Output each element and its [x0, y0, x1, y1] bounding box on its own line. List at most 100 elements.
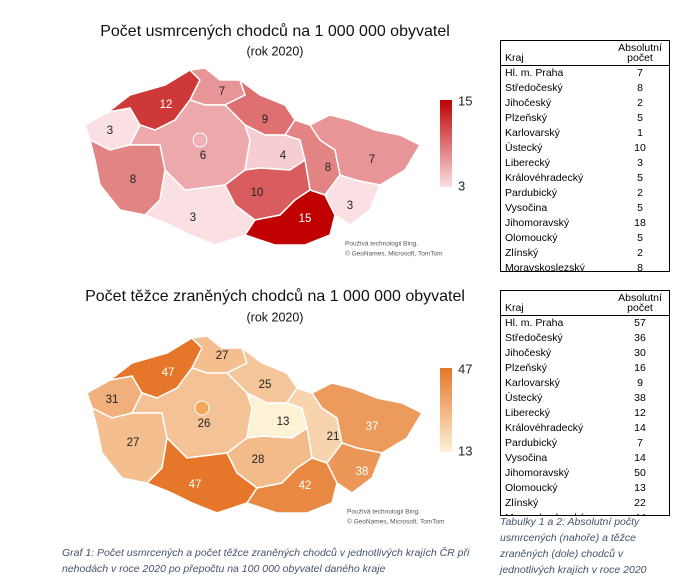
map-credit: Používá technologii Bing. [345, 241, 418, 248]
region-value: 13 [277, 416, 290, 428]
count-cell: 22 [634, 497, 646, 509]
row: Moravskoslezský 8 [501, 261, 669, 272]
row: Ústecký 10 [501, 141, 669, 156]
region-cell: Olomoucký [505, 482, 558, 494]
legend-bar [440, 368, 452, 452]
region-cell: Královéhradecký [505, 172, 584, 184]
region-value: 4 [280, 150, 287, 162]
region-cell: Zlínský [505, 247, 539, 259]
region-cell: Jihočeský [505, 347, 552, 359]
row: Hl. m. Praha 7 [501, 66, 669, 82]
row: Královéhradecký 14 [501, 421, 669, 436]
count-cell: 10 [634, 142, 646, 154]
region [88, 138, 166, 216]
count-cell: 14 [634, 422, 646, 434]
row: Středočeský 36 [501, 331, 669, 346]
region-value: 31 [106, 394, 119, 406]
region-cell: Královéhradecký [505, 422, 584, 434]
region-value: 15 [299, 213, 312, 225]
region-cell: Moravskoslezský [501, 511, 611, 515]
table-1: Kraj Absolutní počet Hl. m. Praha 7 Středoče… [500, 40, 670, 272]
region-praha [192, 132, 208, 148]
region-cell: Karlovarský [505, 377, 560, 389]
region [324, 174, 382, 226]
count-cell: 18 [634, 217, 646, 229]
row: Vysočina 5 [501, 201, 669, 216]
row: Jihočeský 30 [501, 346, 669, 361]
count-cell: 5 [637, 172, 643, 184]
region [308, 114, 422, 186]
region-value: 27 [216, 350, 229, 362]
region-value: 27 [127, 437, 140, 449]
region-cell: Jihočeský [505, 97, 552, 109]
region-cell: Pardubický [505, 437, 557, 449]
tables-caption: Tabulky 1 a 2: Absolutní počty usmrcenýc… [500, 516, 647, 576]
legend-max: 15 [458, 93, 472, 108]
region-value: 26 [198, 418, 211, 430]
row: Královéhradecký 5 [501, 171, 669, 186]
row: Hl. m. Praha 57 [501, 316, 669, 332]
legend-min: 3 [458, 178, 465, 193]
region-value: 3 [347, 200, 353, 212]
region-cell: Olomoucký [505, 232, 558, 244]
count-cell: 9 [637, 377, 643, 389]
region-value: 37 [366, 421, 379, 433]
maps: Počet usmrcených chodců na 1 000 000 oby… [84, 22, 472, 526]
row: Jihočeský 2 [501, 96, 669, 111]
row: Liberecký 3 [501, 156, 669, 171]
row: Plzeňský 16 [501, 361, 669, 376]
map-credit: © GeoNames, Microsoft, TomTom [347, 518, 445, 526]
row: Plzeňský 5 [501, 111, 669, 126]
row: Pardubický 2 [501, 186, 669, 201]
row: Karlovarský 9 [501, 376, 669, 391]
row: Liberecký 12 [501, 406, 669, 421]
region-value: 21 [327, 431, 340, 443]
region-value: 47 [162, 367, 175, 379]
region-cell: Liberecký [505, 407, 550, 419]
count-cell: 5 [637, 232, 643, 244]
row: Středočeský 8 [501, 81, 669, 96]
region-value: 7 [219, 86, 225, 98]
count-cell: 2 [637, 247, 643, 259]
region-value: 3 [190, 212, 196, 224]
graph-caption: Graf 1: Počet usmrcených a počet těžce z… [62, 547, 470, 575]
region-cell: Moravskoslezský [505, 262, 585, 272]
map-credit: © GeoNames, Microsoft, TomTom [345, 250, 443, 258]
map-title: Počet usmrcených chodců na 1 000 000 oby… [100, 22, 450, 40]
region-cell: Jihomoravský [505, 217, 570, 229]
region-value: 8 [130, 174, 136, 186]
count-cell: 12 [634, 407, 646, 419]
region-cell: Hl. m. Praha [505, 67, 564, 79]
region-cell: Ústecký [505, 392, 543, 404]
region-cell: Plzeňský [505, 112, 548, 124]
map-subtitle: (rok 2020) [247, 44, 304, 58]
row: Olomoucký 13 [501, 481, 669, 496]
region-cell: Vysočina [505, 452, 548, 464]
region-value: 6 [200, 150, 206, 162]
count-cell: 44 [611, 511, 669, 515]
count-cell: 57 [634, 317, 646, 329]
region [326, 442, 384, 494]
region-cell: Středočeský [505, 82, 563, 94]
count-cell: 50 [634, 467, 646, 479]
count-cell: 38 [634, 392, 646, 404]
count-cell: 14 [634, 452, 646, 464]
region-cell: Středočeský [505, 332, 563, 344]
count-cell: 8 [637, 262, 643, 272]
table-2: Kraj Absolutní počet Hl. m. Praha 57 Středoč… [500, 290, 670, 516]
region-cell: Hl. m. Praha [505, 317, 564, 329]
row: Karlovarský 1 [501, 126, 669, 141]
header-cell: Absolutní počet [611, 41, 669, 66]
region-praha [194, 400, 210, 416]
count-cell: 5 [637, 202, 643, 214]
row: Olomoucký 5 [501, 231, 669, 246]
legend-bar [440, 100, 452, 187]
count-cell: 13 [634, 482, 646, 494]
row: Jihomoravský 18 [501, 216, 669, 231]
header-cell: Kraj [501, 41, 611, 66]
row: Zlínský 22 [501, 496, 669, 511]
region-cell: Vysočina [505, 202, 548, 214]
region-cell: Ústecký [505, 142, 543, 154]
count-cell: 16 [634, 362, 646, 374]
